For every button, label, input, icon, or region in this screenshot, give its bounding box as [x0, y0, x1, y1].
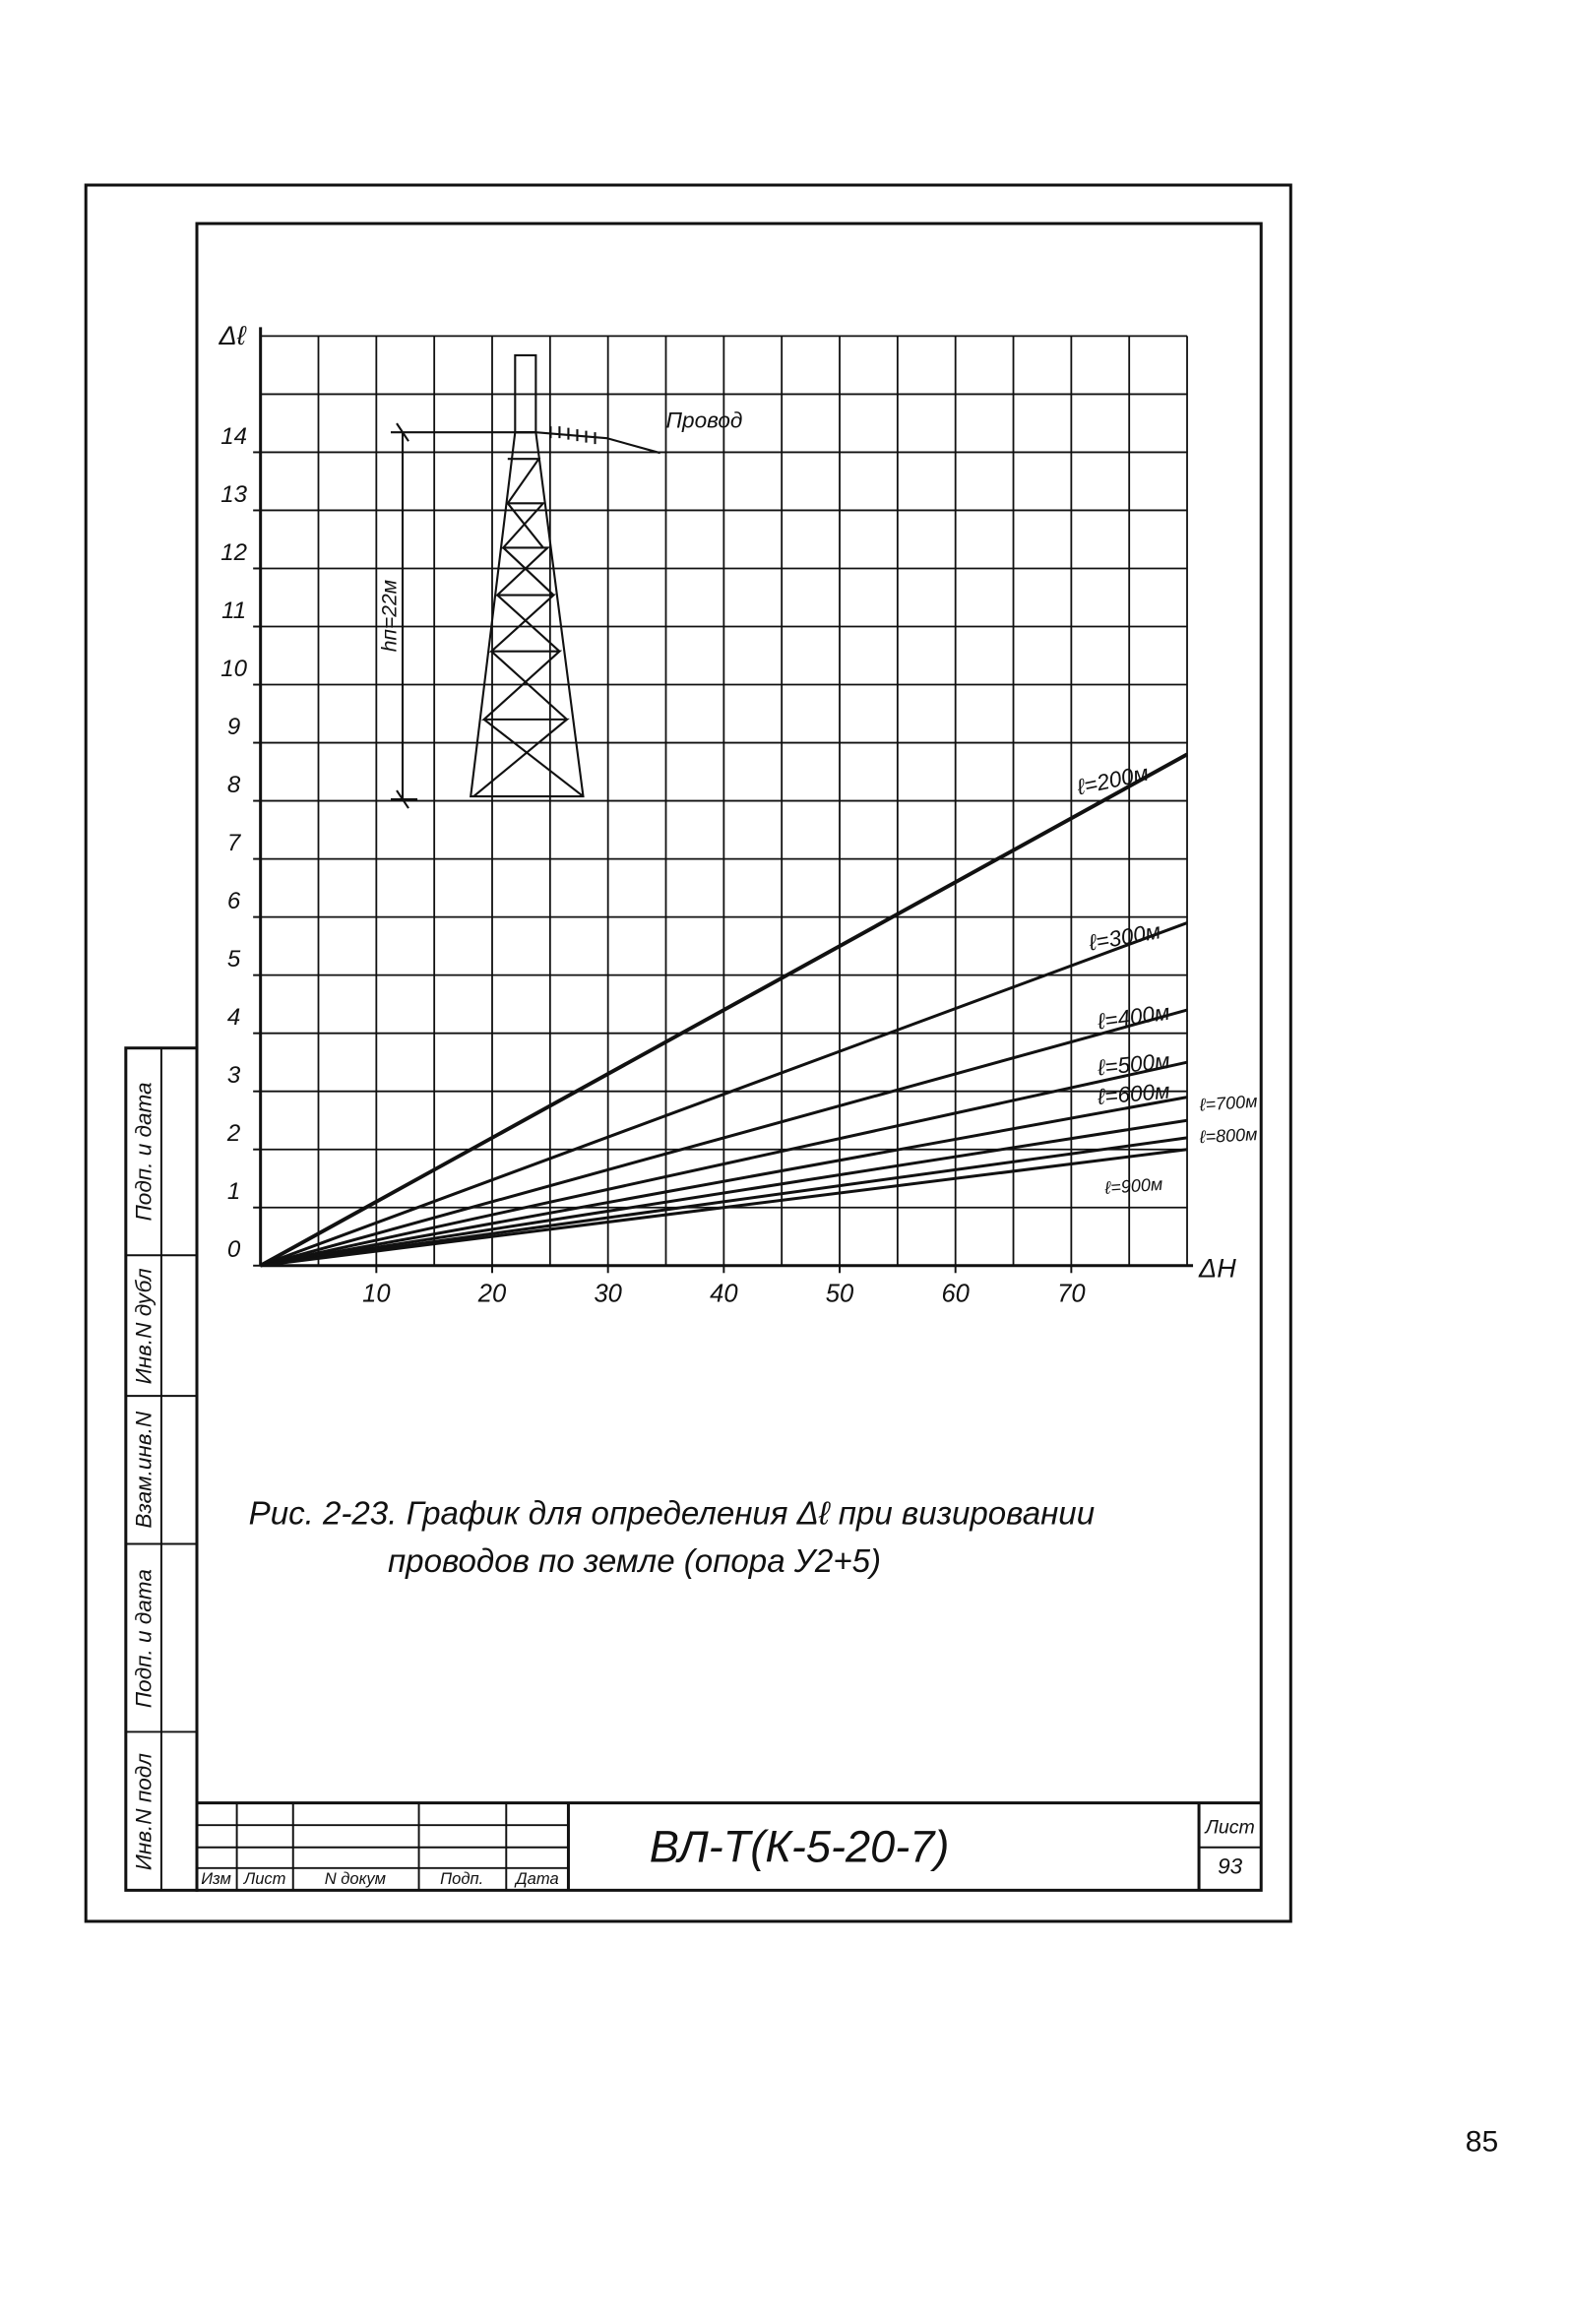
y-tick-label: 1 [227, 1178, 240, 1205]
series-line [260, 1118, 1188, 1268]
x-tick-label: 50 [826, 1281, 853, 1308]
designation: ВЛ-Т(К-5-20-7) [650, 1822, 950, 1872]
x-axis-label: ΔH [1198, 1253, 1236, 1283]
series-label: ℓ=600м [1096, 1079, 1171, 1109]
annotation: Провод [666, 408, 743, 433]
y-tick-label: 2 [226, 1120, 241, 1147]
y-tick-label: 4 [227, 1004, 240, 1031]
dimension-line [390, 422, 533, 809]
tb-column: Лист [243, 1869, 286, 1888]
y-tick-label: 5 [227, 946, 241, 973]
series-line [260, 921, 1188, 1268]
series-label: ℓ=500м [1096, 1048, 1171, 1081]
y-tick-label: 14 [220, 423, 247, 450]
annotation: hп=22м [379, 579, 402, 652]
stamp-text: Инв.N подл [131, 1753, 156, 1871]
wire [535, 426, 660, 455]
x-tick-label: 40 [710, 1281, 737, 1308]
caption-line: проводов по земле (опора У2+5) [388, 1543, 881, 1580]
sheet-number: 93 [1218, 1854, 1243, 1879]
y-tick-label: 9 [227, 714, 240, 740]
tower-sketch [390, 353, 660, 809]
stamp-text: Инв.N дубл [131, 1268, 156, 1384]
series-line [259, 752, 1188, 1268]
title-block: Изм Лист N докум Подп. Дата ВЛ-Т(К-5-20-… [197, 1801, 1262, 1891]
tb-column: N докум [325, 1869, 387, 1888]
y-tick-label: 6 [227, 888, 241, 914]
y-tick-label: 10 [220, 656, 247, 682]
series-label: ℓ=800м [1198, 1124, 1258, 1147]
stamp-text: Взам.инв.N [131, 1411, 156, 1529]
x-tick-label: 20 [477, 1281, 506, 1308]
stamp-text: Подп. и дата [131, 1569, 156, 1708]
x-tick-label: 30 [594, 1281, 621, 1308]
series-label: ℓ=900м [1103, 1174, 1164, 1198]
tb-column: Дата [514, 1869, 559, 1888]
series-line [260, 1060, 1188, 1268]
tower-body [470, 431, 585, 798]
y-tick-label: 7 [227, 830, 242, 856]
tb-column: Изм [201, 1869, 231, 1888]
series-label: ℓ=300м [1086, 918, 1162, 956]
series-line [260, 1008, 1188, 1268]
sheet-label: Лист [1203, 1816, 1254, 1838]
chart: Провод hп=22м Δℓ ΔH 01234567891011121314… [219, 321, 1259, 1308]
y-tick-label: 11 [221, 597, 246, 624]
series-line [260, 1096, 1188, 1268]
y-tick-label: 13 [220, 481, 247, 508]
y-tick-label: 12 [220, 539, 247, 566]
x-tick-label: 70 [1057, 1281, 1085, 1308]
y-tick-label: 0 [227, 1236, 241, 1263]
outer-frame [84, 183, 1292, 1923]
tower-bracing [472, 431, 585, 797]
x-tick-label: 60 [941, 1281, 969, 1308]
series-line [260, 1148, 1188, 1268]
stamp-text: Подп. и дата [131, 1082, 156, 1221]
y-axis-label: Δℓ [219, 321, 247, 350]
page-number: 85 [1466, 2125, 1498, 2158]
x-tick-label: 10 [362, 1281, 390, 1308]
side-stamp: Инв.N подл Подп. и дата Взам.инв.N Инв.N… [124, 1046, 199, 1892]
y-tick-label: 3 [227, 1062, 241, 1089]
y-tick-label: 8 [227, 772, 241, 798]
series-label: ℓ=700м [1198, 1092, 1259, 1115]
series-label: ℓ=400м [1096, 1000, 1172, 1035]
caption-line: Рис. 2-23. График для определения Δℓ при… [249, 1496, 1095, 1533]
tb-column: Подп. [440, 1869, 483, 1888]
series-line [260, 1136, 1188, 1268]
